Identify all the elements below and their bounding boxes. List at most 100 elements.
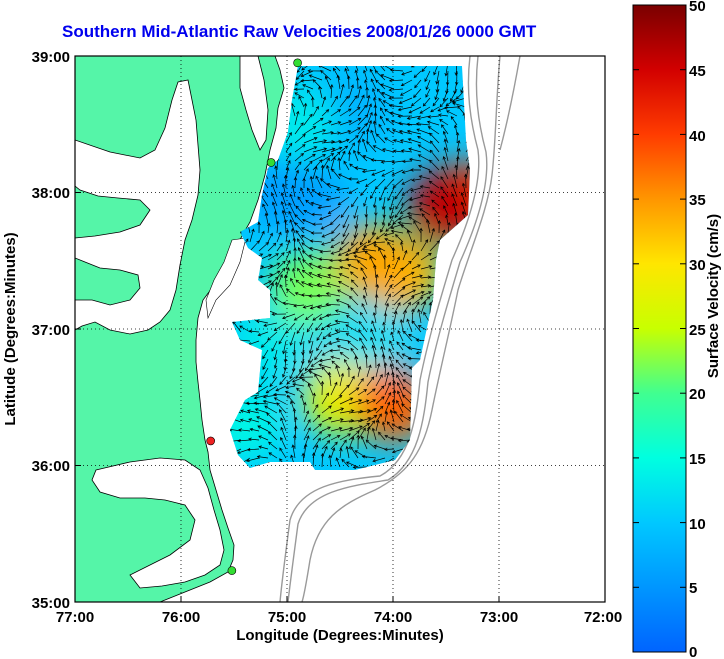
velocity-arrow (330, 232, 341, 242)
velocity-arrow (345, 250, 359, 257)
velocity-arrow (308, 272, 323, 279)
delaware-bay (239, 56, 269, 151)
velocity-arrow (294, 92, 305, 99)
velocity-arrow (248, 437, 260, 441)
velocity-arrow (400, 224, 413, 234)
velocity-arrow (388, 78, 404, 83)
velocity-arrow (291, 444, 296, 459)
velocity-arrow (380, 107, 386, 117)
velocity-arrow (321, 241, 332, 246)
velocity-arrow (345, 461, 359, 468)
velocity-arrow (294, 144, 306, 153)
velocity-arrow (465, 165, 470, 180)
velocity-arrow (428, 180, 440, 189)
velocity-arrow (339, 426, 354, 432)
velocity-arrow (347, 305, 359, 315)
velocity-arrow (331, 360, 341, 369)
velocity-arrow (327, 205, 341, 214)
velocity-arrow (384, 284, 393, 297)
velocity-arrow (371, 427, 377, 441)
velocity-arrow (375, 133, 386, 144)
velocity-arrow (330, 250, 341, 255)
velocity-arrow (274, 281, 279, 297)
velocity-arrow (381, 421, 386, 432)
velocity-arrow (391, 320, 396, 333)
velocity-arrow (339, 241, 350, 251)
velocity-arrow (339, 439, 347, 450)
velocity-arrow (451, 193, 458, 207)
velocity-arrow (317, 265, 332, 270)
velocity-arrow (240, 409, 251, 414)
velocity-arrow (339, 433, 352, 441)
velocity-arrow (272, 367, 278, 379)
velocity-arrow (402, 271, 415, 279)
velocity-arrow (402, 394, 413, 405)
velocity-arrow (302, 259, 314, 270)
velocity-arrow (432, 206, 440, 216)
velocity-arrow (378, 247, 386, 261)
velocity-arrow (309, 175, 314, 189)
velocity-arrow (308, 331, 314, 344)
velocity-arrow (293, 176, 298, 189)
velocity-arrow (365, 86, 369, 98)
velocity-arrow (372, 457, 386, 463)
velocity-arrow (361, 169, 377, 174)
velocity-arrow (262, 358, 269, 370)
velocity-arrow (353, 223, 359, 239)
velocity-arrow (303, 419, 311, 432)
velocity-arrow (394, 187, 404, 200)
colorbar-tick-label: 30 (689, 257, 706, 274)
velocity-arrow (451, 183, 458, 198)
velocity-arrow (258, 241, 270, 252)
velocity-arrow (443, 138, 449, 153)
velocity-arrow (267, 270, 281, 279)
velocity-arrow (427, 115, 440, 119)
velocity-arrow (314, 349, 323, 361)
velocity-arrow (360, 267, 368, 279)
velocity-arrow (301, 250, 314, 261)
velocity-arrow (312, 222, 323, 226)
velocity-arrow (407, 205, 422, 210)
velocity-arrow (335, 299, 350, 306)
x-axis-label: Longitude (Degrees:Minutes) (236, 627, 444, 644)
velocity-arrow (372, 87, 377, 99)
velocity-arrow (282, 367, 287, 378)
velocity-arrow (263, 322, 278, 327)
velocity-arrow (348, 95, 358, 108)
velocity-arrow (293, 313, 305, 321)
velocity-arrow (325, 313, 341, 318)
velocity-arrow (392, 380, 396, 396)
velocity-arrow (429, 149, 440, 162)
velocity-arrow (279, 284, 287, 297)
velocity-arrow (316, 331, 323, 342)
velocity-arrow (437, 219, 442, 234)
velocity-arrow (428, 170, 440, 180)
velocity-arrow (239, 325, 251, 333)
chesapeake-bay (75, 79, 201, 335)
velocity-arrow (393, 294, 404, 306)
colorbar-tick-label: 40 (689, 128, 706, 145)
velocity-arrow (294, 425, 298, 441)
velocity-arrow (364, 353, 369, 369)
velocity-arrow (303, 153, 316, 162)
velocity-arrow (293, 257, 297, 270)
velocity-arrow (401, 196, 413, 206)
velocity-arrow (312, 313, 323, 321)
velocity-arrow (273, 358, 278, 369)
velocity-arrow (316, 273, 332, 279)
velocity-arrow (384, 264, 391, 279)
velocity-arrow (390, 436, 404, 441)
velocity-arrow (388, 88, 404, 92)
velocity-arrow (341, 232, 350, 245)
colorbar-tick-label: 45 (689, 63, 706, 80)
velocity-arrow (420, 301, 427, 315)
velocity-arrow (350, 446, 359, 459)
velocity-arrow (295, 229, 305, 243)
velocity-arrow (326, 282, 341, 288)
velocity-arrow (328, 454, 332, 468)
velocity-arrow (320, 452, 325, 468)
velocity-arrow (319, 178, 332, 189)
velocity-arrow (418, 175, 431, 180)
velocity-arrow (316, 293, 332, 298)
velocity-arrow (279, 376, 287, 386)
